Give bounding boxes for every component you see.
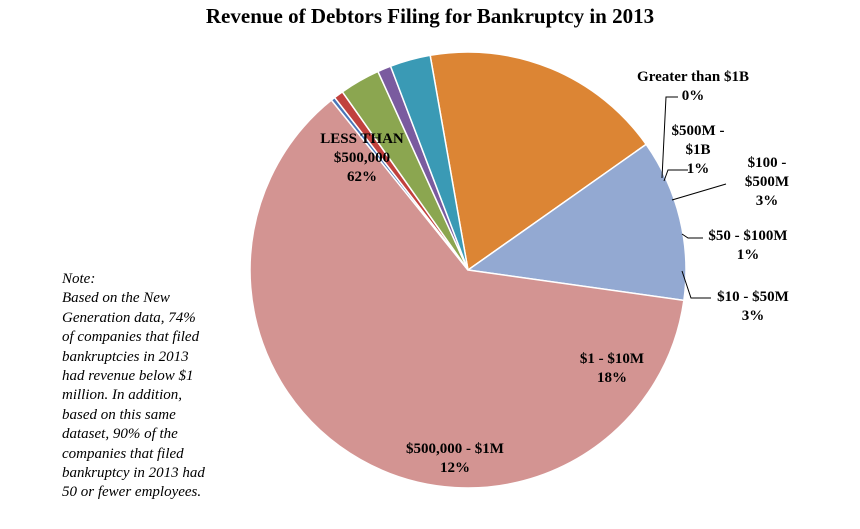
slice-label-line: $500,000 - $1M (406, 441, 504, 457)
note-line: based on this same (62, 406, 176, 423)
leader-line (663, 169, 688, 182)
pie-slice (249, 99, 685, 489)
slice-label-line: $100 - (748, 155, 787, 171)
slice-label-line: $10 - $50M (717, 289, 789, 305)
slice-label: LESS THAN $500,000 62% (320, 131, 404, 185)
slice-label-line: $500M (745, 174, 789, 190)
note-line: Based on the New (62, 290, 170, 307)
chart-title: Revenue of Debtors Filing for Bankruptcy… (205, 4, 655, 28)
note-line: Generation data, 74% (62, 309, 196, 326)
slice-percent: 12% (440, 460, 470, 476)
note-line: 50 or fewer employees. (62, 484, 202, 501)
pie-slice (389, 54, 469, 271)
slice-label: $500,000 - $1M 12% (406, 441, 504, 476)
slice-percent: 18% (597, 370, 627, 386)
slice-percent: 1% (687, 161, 710, 177)
slice-label: $10 - $50M 3% (717, 289, 789, 324)
slice-label-line: $500M - (672, 123, 725, 139)
slice-label: $50 - $100M 1% (708, 228, 787, 263)
slice-percent: 1% (737, 247, 760, 263)
slice-percent: 62% (347, 169, 377, 185)
slice-label-line: LESS THAN (320, 131, 404, 147)
slice-percent: 3% (756, 193, 779, 209)
slice-label: $1 - $10M 18% (580, 351, 644, 386)
slice-label: $100 - $500M 3% (745, 155, 789, 209)
slice-label: $500M - $1B 1% (672, 123, 725, 177)
note-line: million. In addition, (62, 387, 182, 404)
slice-label-line: Greater than $1B (637, 69, 749, 85)
leader-line (681, 233, 703, 239)
slice-label-line: $1 - $10M (580, 351, 644, 367)
note-text: Note: Based on the New Generation data, 74… (62, 270, 252, 503)
note-line: companies that filed (62, 445, 184, 462)
note-line: bankruptcy in 2013 had (62, 465, 205, 482)
note-line: bankruptcies in 2013 (62, 348, 189, 365)
note-line: dataset, 90% of the (62, 426, 178, 443)
slice-label: Greater than $1B 0% (637, 69, 749, 104)
slice-percent: 0% (682, 88, 705, 104)
note-line: had revenue below $1 (62, 368, 194, 385)
leader-line (661, 96, 678, 179)
slice-percent: 3% (742, 308, 765, 324)
slice-label-line: $1B (685, 142, 710, 158)
pie-slice (466, 143, 687, 302)
note-line: of companies that filed (62, 329, 200, 346)
slice-label-line: $500,000 (334, 150, 390, 166)
slice-label-line: $50 - $100M (708, 228, 787, 244)
pie-slice (429, 51, 648, 272)
leader-line (671, 183, 727, 201)
note-line: Note: (62, 271, 96, 287)
leader-line (681, 270, 711, 299)
